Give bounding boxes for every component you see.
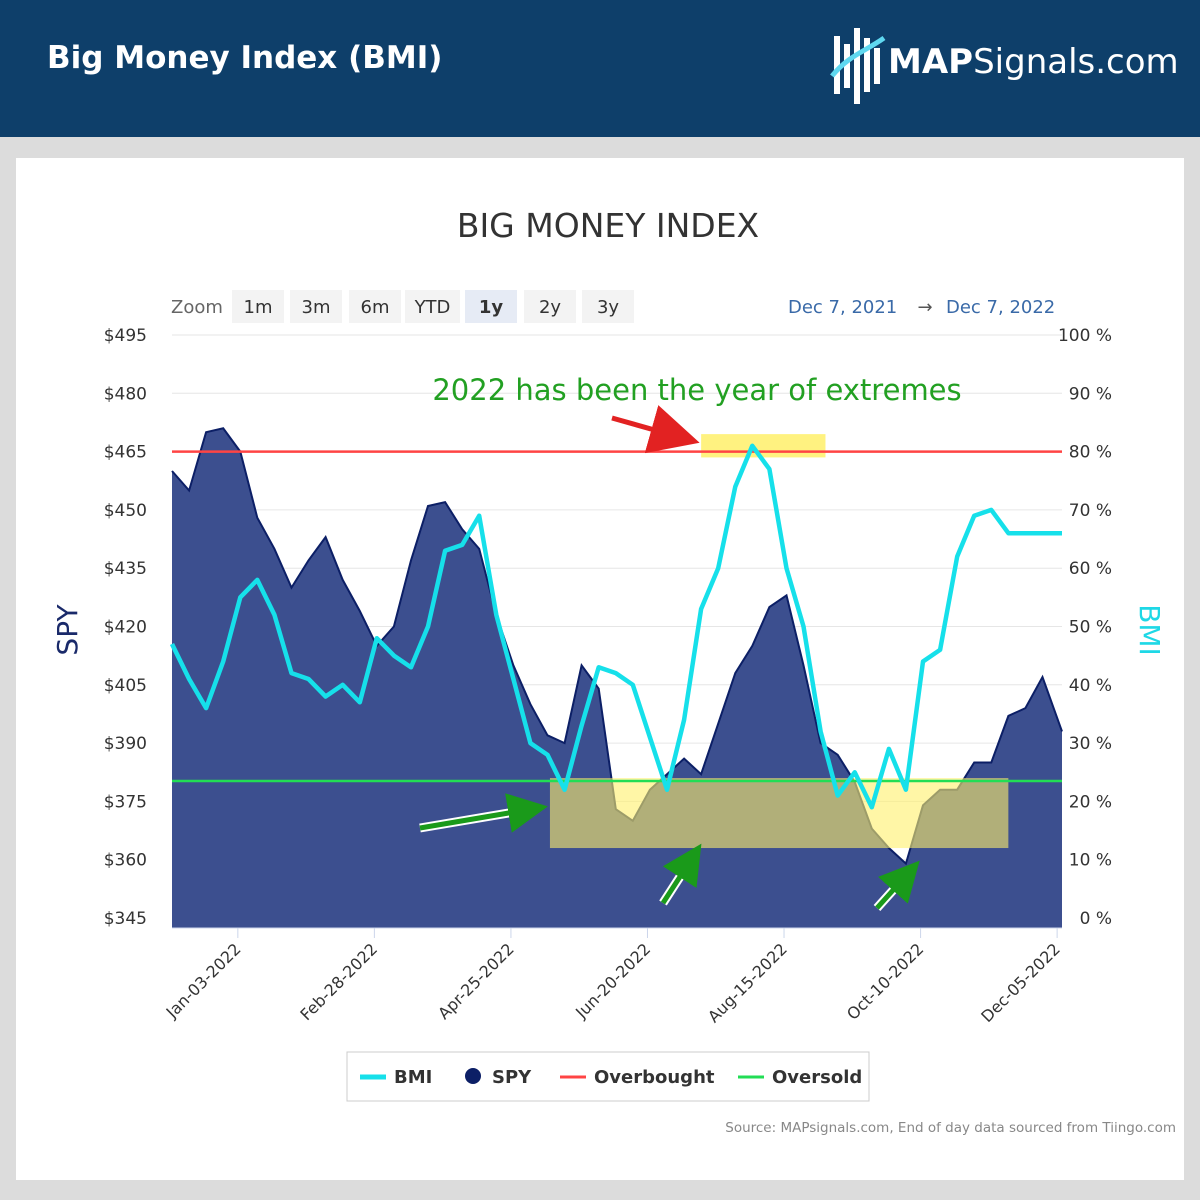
zoom-button-label: 3y: [597, 297, 619, 318]
x-tick-label: Feb-28-2022: [296, 939, 381, 1024]
legend-spy[interactable]: SPY: [492, 1067, 532, 1088]
right-tick-label: 40 %: [1069, 676, 1112, 696]
chart-title: BIG MONEY INDEX: [457, 206, 759, 245]
legend-spy-icon: [465, 1068, 481, 1084]
right-tick-label: 60 %: [1069, 559, 1112, 579]
x-tick-label: Dec-05-2022: [977, 939, 1064, 1026]
zoom-button-label: 3m: [302, 297, 331, 318]
left-tick-label: $465: [104, 443, 147, 463]
zoom-button-label: YTD: [414, 297, 451, 318]
left-axis-ticks: $345 $360 $375 $390 $405 $420 $435 $450 $465 $480…: [104, 326, 147, 929]
green-arrow-icon: [875, 860, 920, 910]
range-from[interactable]: Dec 7, 2021: [788, 297, 897, 318]
range-to[interactable]: Dec 7, 2022: [946, 297, 1055, 318]
right-tick-label: 70 %: [1069, 501, 1112, 521]
legend-overbought[interactable]: Overbought: [594, 1067, 715, 1088]
left-axis-title: SPY: [51, 604, 84, 656]
right-tick-label: 10 %: [1069, 851, 1112, 871]
left-tick-label: $495: [104, 326, 147, 346]
zoom-controls: Zoom 1m 3m 6m YTD 1y 2y 3y: [171, 290, 634, 323]
zoom-button-1m[interactable]: [232, 290, 284, 323]
legend-bmi[interactable]: BMI: [394, 1067, 432, 1088]
left-tick-label: $390: [104, 734, 147, 754]
zoom-button-3m[interactable]: [290, 290, 342, 323]
header-banner: Big Money Index (BMI) MAPSignals.com: [0, 0, 1200, 137]
zoom-button-3y[interactable]: [582, 290, 634, 323]
left-tick-label: $375: [104, 792, 147, 812]
zoom-button-label: 2y: [539, 297, 561, 318]
x-tick-label: Oct-10-2022: [843, 939, 927, 1023]
legend-oversold[interactable]: Oversold: [772, 1067, 862, 1088]
zoom-button-2y[interactable]: [524, 290, 576, 323]
x-tick-label: Jan-03-2022: [162, 939, 245, 1022]
brand-name: MAPSignals.com: [888, 42, 1179, 82]
right-tick-label: 30 %: [1069, 734, 1112, 754]
right-axis-ticks: 0 % 10 % 20 % 30 % 40 % 50 % 60 % 70 % 80 % 90 % 1…: [1058, 326, 1112, 929]
right-tick-label: 90 %: [1069, 384, 1112, 404]
zoom-button-1y[interactable]: [465, 290, 517, 323]
right-axis-title: BMI: [1133, 604, 1166, 656]
left-tick-label: $345: [104, 909, 147, 929]
left-tick-label: $450: [104, 501, 147, 521]
left-tick-label: $420: [104, 618, 147, 638]
x-axis-ticks: Jan-03-2022 Feb-28-2022 Apr-25-2022 Jun-20-…: [162, 928, 1064, 1026]
mapsignals-logo-icon: [830, 28, 886, 104]
zoom-button-label: 1m: [244, 297, 273, 318]
legend: BMI SPY Overbought Oversold: [346, 1051, 870, 1102]
zoom-button-6m[interactable]: [349, 290, 401, 323]
bmi-line: [169, 443, 1062, 810]
overbought-highlight-box: [701, 434, 826, 458]
left-tick-label: $435: [104, 559, 147, 579]
left-tick-label: $480: [104, 384, 147, 404]
range-arrow: →: [917, 297, 932, 318]
left-tick-label: $360: [104, 851, 147, 871]
green-arrow-icon: [660, 843, 702, 905]
right-tick-label: 20 %: [1069, 792, 1112, 812]
oversold-highlight-box: [549, 778, 1009, 849]
annotation-text: 2022 has been the year of extremes: [432, 373, 961, 407]
x-tick-label: Jun-20-2022: [571, 939, 654, 1022]
red-arrow-icon: [611, 405, 700, 454]
zoom-button-ytd[interactable]: [405, 290, 460, 323]
left-tick-label: $405: [104, 676, 147, 696]
zoom-button-label: 1y: [479, 297, 504, 318]
zoom-button-label: 6m: [361, 297, 390, 318]
source-credit: Source: MAPsignals.com, End of day data …: [725, 1120, 1176, 1136]
right-tick-label: 100 %: [1058, 326, 1112, 346]
right-tick-label: 80 %: [1069, 443, 1112, 463]
brand-logo[interactable]: MAPSignals.com: [830, 26, 1179, 106]
green-arrow-icon: [419, 793, 548, 833]
page-title: Big Money Index (BMI): [47, 40, 443, 76]
right-tick-label: 50 %: [1069, 618, 1112, 638]
x-tick-label: Aug-15-2022: [704, 939, 791, 1026]
zoom-label: Zoom: [171, 297, 223, 318]
right-tick-label: 0 %: [1080, 909, 1112, 929]
x-tick-label: Apr-25-2022: [434, 939, 518, 1023]
